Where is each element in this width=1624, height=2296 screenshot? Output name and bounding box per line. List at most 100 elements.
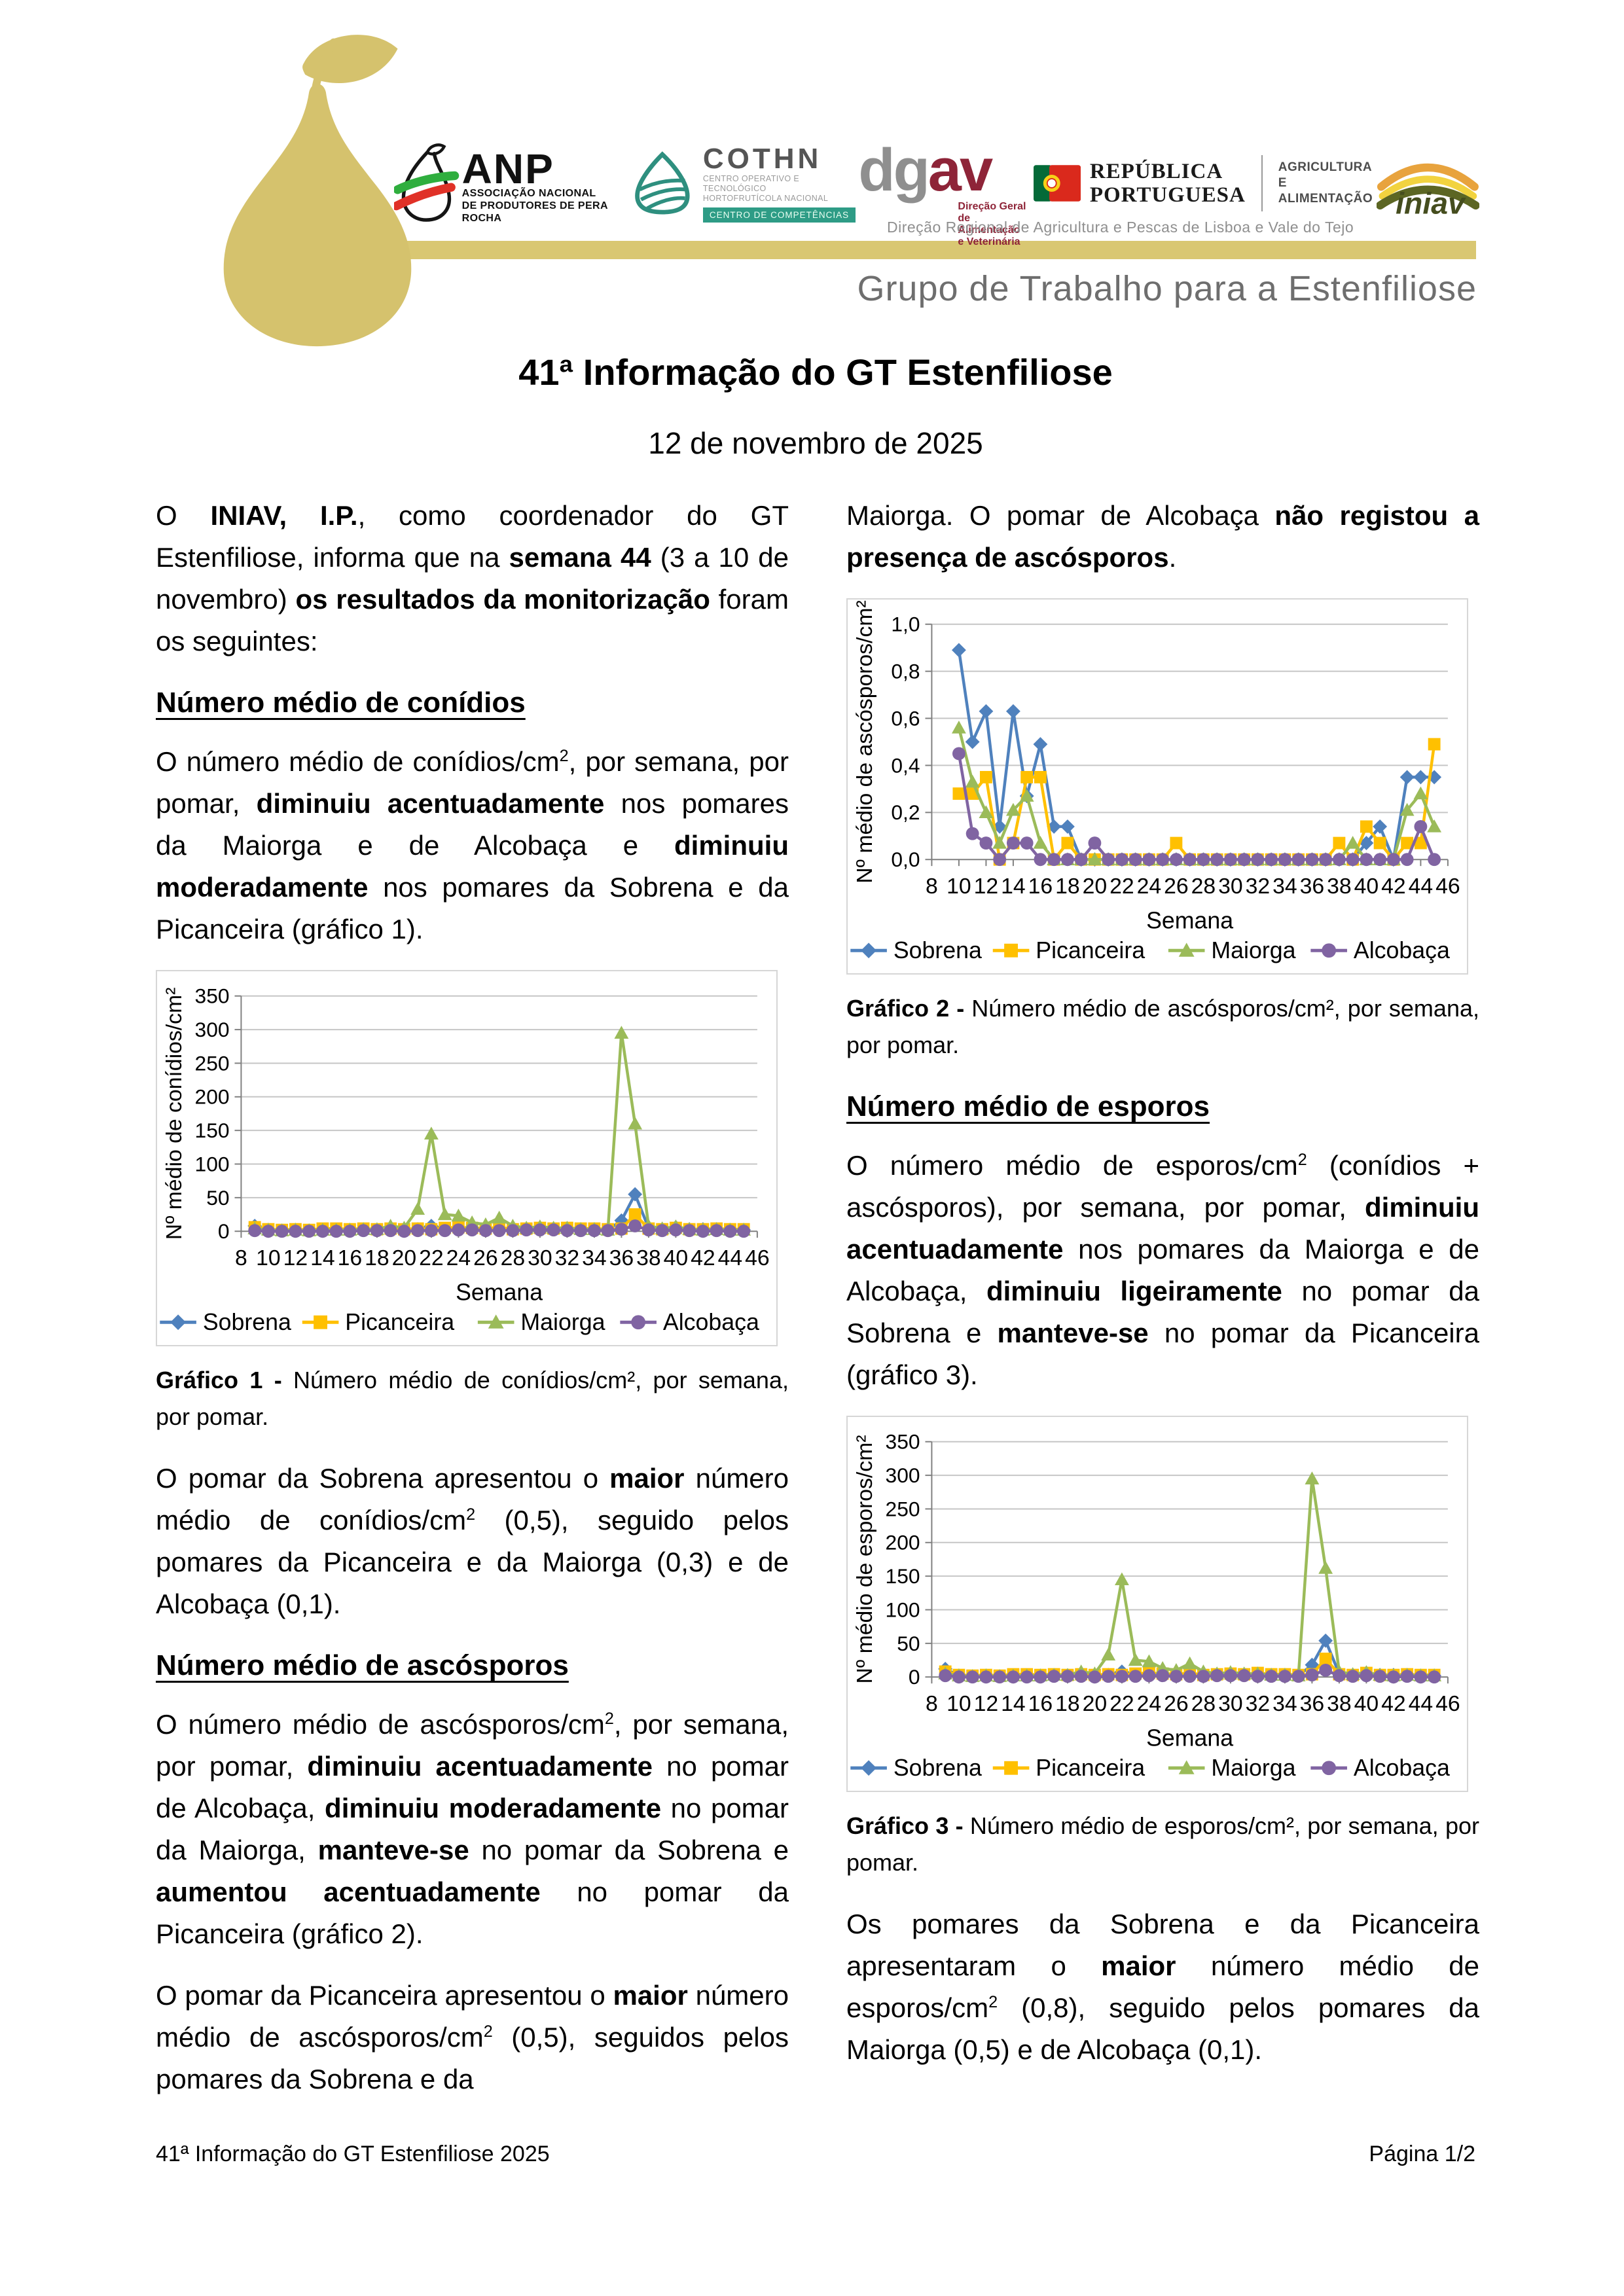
section-heading-ascosporos: Número médio de ascósporos [156,1649,569,1681]
svg-text:34: 34 [1272,874,1297,899]
dgav-wordmark: dgav [858,134,1033,206]
svg-text:100: 100 [195,1152,230,1175]
svg-text:26: 26 [473,1246,498,1270]
republica-wordmark: REPÚBLICA PORTUGUESA [1090,160,1246,207]
svg-text:Nº médio de esporos/cm²: Nº médio de esporos/cm² [852,1435,877,1683]
svg-text:Alcobaça: Alcobaça [663,1309,759,1335]
svg-text:46: 46 [745,1246,770,1270]
svg-text:24: 24 [446,1246,471,1270]
svg-text:28: 28 [1191,1691,1216,1716]
svg-text:30: 30 [1218,1691,1243,1716]
chart-3-frame: 0 50 100 150 200 250 300 350 8 10 12 14 16 18 20 22 24 26… [846,1416,1468,1792]
svg-text:Nº médio de ascósporos/cm²: Nº médio de ascósporos/cm² [852,600,877,884]
left-column: O INIAV, I.P., como coordenador do GT Es… [156,495,789,2120]
anp-subline-1: ASSOCIAÇÃO NACIONAL [461,188,596,199]
iniav-wordmark: iniav [1396,186,1466,220]
svg-text:36: 36 [1300,874,1325,899]
right-column: Maiorga. O pomar de Alcobaça não registo… [846,495,1479,2090]
svg-text:Sobrena: Sobrena [203,1309,291,1335]
svg-text:16: 16 [1028,1691,1053,1716]
svg-text:8: 8 [926,874,938,899]
svg-text:42: 42 [1381,1691,1406,1716]
chart-3-esporos: 0 50 100 150 200 250 300 350 8 10 12 14 16 18 20 22 24 26… [848,1417,1466,1791]
esporos-summary-paragraph: Os pomares da Sobrena e da Picanceira ap… [846,1909,1479,2065]
conidios-paragraph: O número médio de conídios/cm2, por sema… [156,746,789,944]
svg-text:300: 300 [886,1463,920,1487]
svg-text:32: 32 [1246,1691,1271,1716]
dgav-logo: dgav Direção Geral de Alimentação e Vete… [858,134,1033,247]
svg-text:350: 350 [886,1430,920,1454]
svg-text:38: 38 [1327,1691,1352,1716]
republica-portuguesa-logo: REPÚBLICA PORTUGUESA AGRICULTURA E ALIME… [1033,154,1377,211]
svg-text:12: 12 [974,874,999,899]
dgav-subline-2: de Alimentação [958,212,1020,236]
republica-line-2: PORTUGUESA [1089,183,1246,207]
conidios-summary-paragraph: O pomar da Sobrena apresentou o maior nú… [156,1463,789,1619]
svg-text:24: 24 [1137,1691,1162,1716]
svg-text:16: 16 [338,1246,363,1270]
svg-text:28: 28 [1191,874,1216,899]
svg-text:Alcobaça: Alcobaça [1354,1755,1450,1781]
svg-text:38: 38 [636,1246,661,1270]
page-footer: 41ª Informação do GT Estenfiliose 2025 P… [156,2142,1475,2167]
pear-logo-icon [223,35,412,347]
svg-text:Sobrena: Sobrena [893,1755,982,1781]
svg-text:Maiorga: Maiorga [520,1309,605,1335]
svg-text:30: 30 [1218,874,1243,899]
svg-text:Picanceira: Picanceira [1036,1755,1145,1781]
anp-subline-2: DE PRODUTORES DE PERA ROCHA [461,200,608,224]
svg-text:Semana: Semana [1146,907,1233,933]
svg-text:300: 300 [195,1018,230,1041]
svg-text:10: 10 [947,1691,971,1716]
svg-text:350: 350 [195,984,230,1008]
cothn-leaf-icon [635,151,690,214]
svg-text:28: 28 [501,1246,526,1270]
svg-text:8: 8 [926,1691,938,1716]
agricultura-line-2: E ALIMENTAÇÃO [1278,175,1373,206]
accent-bar [367,241,1476,259]
svg-text:18: 18 [1055,1691,1080,1716]
cothn-acronym: COTHN [702,142,822,175]
anp-logo: ANP ASSOCIAÇÃO NACIONAL DE PRODUTORES DE… [394,135,630,231]
chart-2-caption: Gráfico 2 - Número médio de ascósporos/c… [846,995,1479,1058]
cothn-subline-2: HORTOFRUTÍCOLA NACIONAL [702,193,829,203]
svg-text:1,0: 1,0 [891,613,920,636]
svg-text:20: 20 [1083,874,1108,899]
footer-page-number: Página 1/2 [1369,2142,1475,2166]
svg-text:Semana: Semana [1146,1725,1233,1751]
svg-text:26: 26 [1164,874,1189,899]
svg-text:44: 44 [1409,874,1434,899]
svg-text:Picanceira: Picanceira [1036,937,1145,963]
page-title: 41ª Informação do GT Estenfiliose [518,351,1113,393]
dgav-part2: av [928,136,993,204]
working-group-banner: Grupo de Trabalho para a Estenfiliose [857,269,1477,308]
svg-text:40: 40 [1354,1691,1379,1716]
agricultura-label: AGRICULTURA E ALIMENTAÇÃO [1278,160,1377,207]
portugal-flag-icon [1033,164,1081,202]
svg-text:20: 20 [392,1246,417,1270]
svg-text:42: 42 [1381,874,1406,899]
cothn-subline-1: CENTRO OPERATIVO E TECNOLÓGICO [702,173,800,193]
republica-line-1: REPÚBLICA [1089,159,1223,183]
ascosporos-summary-paragraph: O pomar da Picanceira apresentou o maior… [156,1980,789,2094]
svg-text:16: 16 [1028,874,1053,899]
svg-text:18: 18 [1055,874,1080,899]
svg-text:22: 22 [419,1246,444,1270]
svg-text:22: 22 [1110,874,1134,899]
cothn-badge: CENTRO DE COMPETÊNCIAS [702,207,856,223]
esporos-paragraph: O número médio de esporos/cm2 (conídios … [846,1150,1479,1390]
svg-text:14: 14 [1001,874,1026,899]
svg-text:34: 34 [582,1246,607,1270]
svg-text:30: 30 [528,1246,552,1270]
svg-text:100: 100 [886,1598,920,1621]
chart-1-frame: 0 50 100 150 200 250 300 350 8 10 12 14 16 18 20 22 24 26… [156,970,778,1346]
svg-text:0,2: 0,2 [891,800,920,824]
section-heading-conidios: Número médio de conídios [156,687,526,719]
svg-text:250: 250 [195,1051,230,1075]
svg-text:50: 50 [897,1632,920,1655]
svg-text:150: 150 [195,1119,230,1142]
svg-text:26: 26 [1164,1691,1189,1716]
agricultura-line-1: AGRICULTURA [1278,160,1373,174]
svg-text:12: 12 [283,1246,308,1270]
